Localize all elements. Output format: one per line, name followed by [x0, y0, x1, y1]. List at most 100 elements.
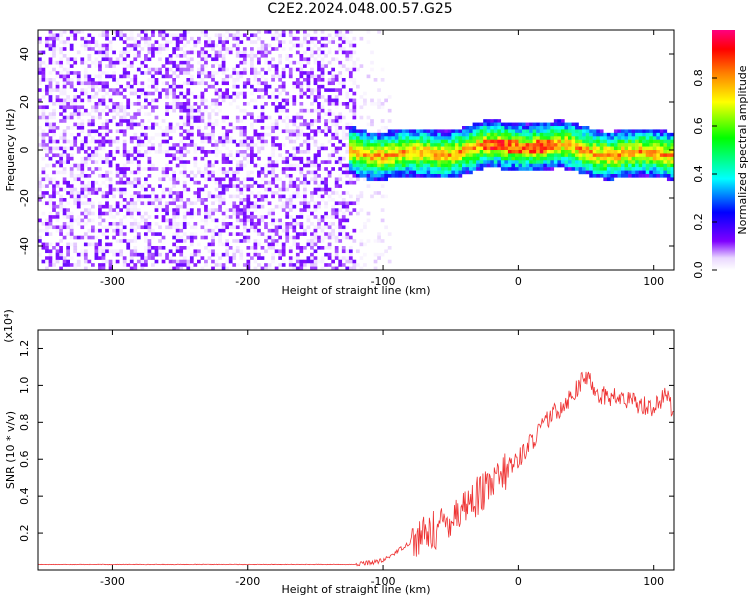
- spectrogram-cell: [235, 105, 240, 110]
- spectrogram-cell: [299, 222, 304, 226]
- spectrogram-cell: [313, 235, 318, 240]
- spectrogram-cell: [624, 143, 629, 147]
- spectrogram-cell: [271, 191, 275, 195]
- spectrogram-cell: [38, 67, 42, 72]
- spectrogram-cell: [52, 36, 56, 41]
- spectrogram-cell: [250, 98, 254, 103]
- spectrogram-cell: [41, 95, 46, 99]
- spectrogram-cell: [186, 208, 191, 212]
- spectrogram-cell: [348, 122, 353, 127]
- spectrogram-cell: [204, 150, 208, 154]
- spectrogram-cell: [175, 43, 180, 48]
- spectrogram-cell: [66, 246, 70, 250]
- spectrogram-cell: [253, 71, 258, 75]
- spectrogram-cell: [76, 263, 81, 267]
- spectrogram-cell: [232, 208, 237, 212]
- spectrogram-cell: [91, 95, 95, 99]
- spectrogram-cell: [348, 136, 353, 140]
- spectrogram-cell: [331, 132, 335, 137]
- spectrogram-cell: [175, 146, 180, 151]
- spectrogram-cell: [377, 191, 381, 195]
- spectrogram-cell: [380, 208, 385, 212]
- spectrogram-cell: [278, 105, 282, 110]
- spectrogram-cell: [465, 153, 470, 158]
- spectrogram-cell: [175, 225, 180, 230]
- spectrogram-cell: [412, 129, 417, 134]
- spectrogram-cell: [267, 184, 272, 188]
- spectrogram-cell: [73, 174, 78, 178]
- spectrogram-cell: [98, 50, 102, 55]
- spectrogram-cell: [98, 208, 102, 212]
- spectrogram-cell: [341, 129, 346, 134]
- spectrogram-cell: [299, 170, 304, 175]
- spectrogram-cell: [211, 170, 215, 175]
- spectrogram-cell: [151, 33, 155, 38]
- spectrogram-cell: [98, 60, 102, 65]
- spectrogram-cell: [218, 184, 222, 188]
- spectrogram-cell: [522, 156, 526, 161]
- spectrogram-cell: [327, 33, 332, 38]
- spectrogram-cell: [387, 95, 392, 99]
- spectrogram-cell: [80, 225, 85, 230]
- spectrogram-cell: [228, 33, 233, 38]
- spectrogram-cell: [454, 129, 459, 134]
- spectrogram-cell: [179, 54, 184, 58]
- spectrogram-cell: [366, 160, 371, 164]
- spectrogram-cell: [48, 252, 53, 257]
- spectrogram-cell: [122, 167, 127, 171]
- spectrogram-cell: [55, 81, 60, 86]
- spectrogram-cell: [617, 170, 622, 175]
- spectrogram-cell: [472, 132, 477, 137]
- spectrogram-cell: [666, 150, 671, 154]
- spectrogram-cell: [553, 146, 558, 151]
- spectrogram-cell: [278, 91, 282, 96]
- spectrogram-cell: [147, 126, 152, 130]
- spectrogram-cell: [412, 150, 417, 154]
- spectrogram-cell: [359, 139, 364, 144]
- spectrogram-cell: [264, 239, 268, 243]
- spectrogram-cell: [310, 266, 314, 271]
- spectrogram-cell: [228, 184, 233, 188]
- spectrogram-cell: [642, 160, 646, 164]
- spectrogram-cell: [345, 163, 350, 168]
- spectrogram-cell: [235, 47, 240, 51]
- spectrogram-cell: [384, 170, 388, 175]
- spectrogram-cell: [87, 167, 92, 171]
- spectrogram-cell: [599, 156, 604, 161]
- spectrogram-cell: [136, 43, 141, 48]
- spectrogram-cell: [69, 115, 74, 120]
- spectrogram-cell: [186, 112, 191, 116]
- spectrogram-cell: [299, 67, 304, 72]
- spectrogram-cell: [391, 143, 396, 147]
- spectrogram-cell: [204, 184, 208, 188]
- spectrogram-cell: [295, 235, 300, 240]
- spectrogram-cell: [122, 115, 127, 120]
- spectrogram-cell: [543, 129, 547, 134]
- spectrogram-cell: [126, 71, 131, 75]
- spectrogram-cell: [285, 228, 290, 233]
- spectrogram-cell: [112, 252, 116, 257]
- spectrogram-cell: [380, 163, 385, 168]
- spectrogram-cells: [38, 30, 675, 271]
- spectrogram-cell: [476, 150, 480, 154]
- spectrogram-cell: [447, 170, 452, 175]
- spectrogram-cell: [288, 119, 293, 123]
- spectrogram-cell: [338, 81, 343, 86]
- spectrogram-cell: [331, 235, 335, 240]
- spectrogram-cell: [476, 126, 480, 130]
- spectrogram-cell: [87, 119, 92, 123]
- spectrogram-cell: [165, 108, 169, 113]
- spectrogram-cell: [218, 256, 222, 260]
- spectrogram-cell: [313, 256, 318, 260]
- spectrogram-cell: [158, 246, 162, 250]
- spectrogram-cell: [610, 150, 615, 154]
- spectrogram-cell: [377, 239, 381, 243]
- spectrogram-cell: [409, 163, 413, 168]
- spectrogram-cell: [218, 54, 222, 58]
- spectrogram-cell: [228, 256, 233, 260]
- spectrogram-cell: [52, 43, 56, 48]
- spectrogram-cell: [55, 252, 60, 257]
- spectrogram-cell: [197, 95, 201, 99]
- spectrogram-cell: [260, 40, 265, 44]
- spectrogram-cell: [126, 74, 131, 79]
